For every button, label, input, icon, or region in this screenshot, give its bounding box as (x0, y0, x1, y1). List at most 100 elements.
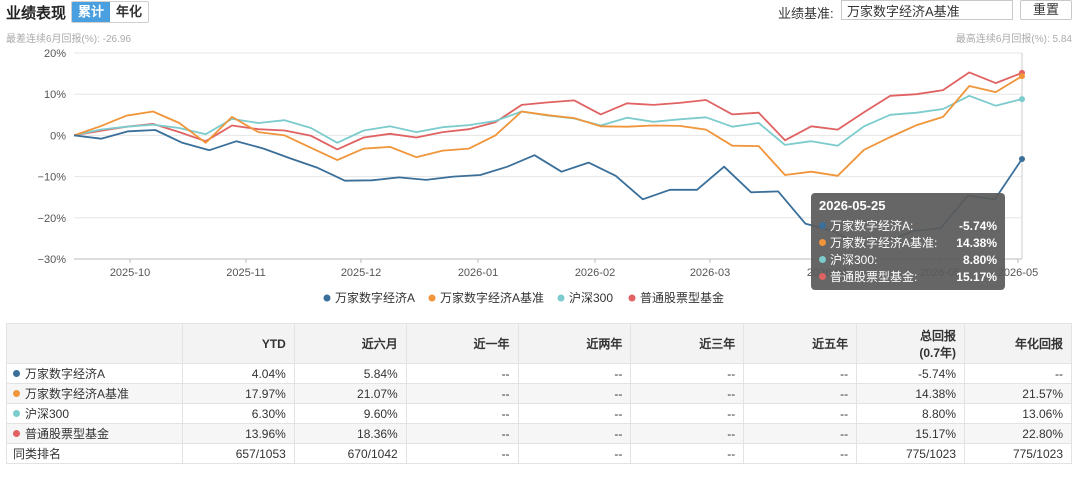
header-cell-2y: 近两年 (517, 323, 632, 364)
table-cell: 14.38% (856, 383, 966, 404)
legend-label: 普通股票型基金 (640, 290, 724, 305)
x-tick-label: 2026-01 (458, 267, 498, 279)
benchmark-input[interactable] (841, 0, 1013, 20)
tab-annualized[interactable]: 年化 (110, 2, 148, 22)
table-cell: 13.06% (964, 403, 1072, 424)
mode-tabs: 累计 年化 (71, 1, 149, 23)
row-name-label: 普通股票型基金 (25, 427, 110, 441)
performance-header: 业绩表现 累计 年化 业绩基准: 重置 (0, 0, 1080, 24)
header-cell-ytd: YTD (181, 323, 295, 364)
tooltip-date: 2026-05-25 (819, 198, 886, 213)
series-end-point (1019, 73, 1025, 80)
tooltip-series-name: 万家数字经济A基准: (830, 236, 938, 250)
series-dot (13, 370, 20, 378)
tab-cumulative[interactable]: 累计 (72, 2, 110, 22)
row-name-cell: 沪深300 (6, 403, 183, 424)
tooltip-dot (819, 239, 826, 246)
table-cell: 22.80% (964, 423, 1072, 444)
table-cell: -- (743, 363, 858, 384)
series-dot (13, 390, 20, 398)
tooltip-row: 万家数字经济A: -5.74% (819, 217, 997, 234)
table-row: 同类排名 657/1053 670/1042 -- -- -- -- 775/1023 775/… (6, 443, 1072, 464)
series-end-point (1019, 96, 1025, 103)
table-cell: -- (743, 403, 858, 424)
row-name-cell: 万家数字经济A (6, 363, 183, 384)
series-end-point (1019, 156, 1025, 163)
table-cell: -- (964, 363, 1072, 384)
row-name-cell: 普通股票型基金 (6, 423, 183, 444)
row-name-label: 万家数字经济A基准 (25, 387, 130, 401)
table-cell: -- (405, 423, 519, 444)
tooltip-dot (819, 222, 826, 229)
tooltip-series-name: 沪深300: (830, 253, 878, 267)
legend-label: 万家数字经济A (335, 290, 415, 305)
table-cell: -- (517, 383, 632, 404)
header-cell-6m: 近六月 (293, 323, 407, 364)
table-cell: 13.96% (181, 423, 295, 444)
y-tick-label: −10% (38, 172, 67, 184)
header-cell-name (6, 323, 183, 364)
performance-table: YTD 近六月 近一年 近两年 近三年 近五年 总回报 (0.7年) 年化回报 … (6, 323, 1072, 464)
tooltip-series-name: 普通股票型基金: (830, 270, 918, 284)
header-cell-1y: 近一年 (405, 323, 519, 364)
table-cell: 9.60% (293, 403, 407, 424)
tooltip-row: 普通股票型基金: 15.17% (819, 268, 997, 285)
series-line (73, 75, 1023, 177)
tooltip-series-name: 万家数字经济A: (830, 219, 914, 233)
chart-tooltip: 2026-05-25 万家数字经济A: -5.74% 万家数字经济A基准: 14… (811, 193, 1005, 290)
table-cell: -5.74% (856, 363, 966, 384)
row-name-label: 同类排名 (13, 447, 62, 461)
series-dot (13, 430, 20, 438)
table-cell: -- (517, 443, 632, 464)
section-title: 业绩表现 (6, 5, 67, 22)
reset-button[interactable]: 重置 (1020, 0, 1072, 20)
table-cell: -- (630, 403, 745, 424)
series-dot (13, 410, 20, 418)
x-tick-label: 2026-05 (998, 267, 1038, 279)
best-streak-text: 最高连续6月回报(%): 5.84 (955, 34, 1072, 45)
table-row: 万家数字经济A基准 17.97% 21.07% -- -- -- -- 14.38% 21.57… (6, 383, 1072, 404)
table-cell: 4.04% (181, 363, 295, 384)
x-tick-label: 2025-12 (341, 267, 381, 279)
table-row: 沪深300 6.30% 9.60% -- -- -- -- 8.80% 13.06% (6, 403, 1072, 424)
table-cell: 21.07% (293, 383, 407, 404)
tooltip-row: 沪深300: 8.80% (819, 251, 997, 268)
table-cell: -- (517, 403, 632, 424)
row-name-cell: 同类排名 (6, 443, 183, 464)
table-cell: 17.97% (181, 383, 295, 404)
worst-streak-text: 最差连续6月回报(%): -26.96 (6, 34, 132, 45)
table-row: 万家数字经济A 4.04% 5.84% -- -- -- -- -5.74% -- (6, 363, 1072, 384)
legend-label: 沪深300 (569, 291, 613, 305)
table-cell: -- (743, 383, 858, 404)
x-tick-label: 2025-10 (110, 267, 150, 279)
header-cell-3y: 近三年 (630, 323, 745, 364)
table-cell: 5.84% (293, 363, 407, 384)
legend-dot (323, 294, 331, 302)
header-cell-total: 总回报 (0.7年) (856, 323, 966, 364)
table-cell: -- (630, 363, 745, 384)
header-cell-annualized: 年化回报 (964, 323, 1072, 364)
y-tick-label: −30% (38, 254, 67, 266)
table-cell: -- (405, 363, 519, 384)
series-line (73, 71, 1023, 151)
table-cell: -- (405, 403, 519, 424)
x-tick-label: 2026-03 (690, 267, 730, 279)
legend-dot (428, 294, 436, 302)
table-cell: -- (630, 423, 745, 444)
table-row: 普通股票型基金 13.96% 18.36% -- -- -- -- 15.17% 22.80% (6, 423, 1072, 444)
table-cell: 775/1023 (856, 443, 966, 464)
tooltip-series-value: 8.80% (962, 252, 997, 267)
table-cell: 775/1023 (964, 443, 1072, 464)
tooltip-row: 万家数字经济A基准: 14.38% (819, 234, 997, 251)
tooltip-dot (819, 256, 826, 263)
legend-label: 万家数字经济A基准 (440, 290, 544, 305)
table-cell: 6.30% (181, 403, 295, 424)
row-name-cell: 万家数字经济A基准 (6, 383, 183, 404)
tooltip-series-value: 15.17% (956, 269, 997, 284)
legend-dot (628, 294, 636, 302)
table-cell: -- (630, 443, 745, 464)
table-header-row: YTD 近六月 近一年 近两年 近三年 近五年 总回报 (0.7年) 年化回报 (6, 323, 1072, 364)
y-tick-label: 10% (44, 89, 66, 101)
table-cell: -- (517, 363, 632, 384)
table-cell: 670/1042 (293, 443, 407, 464)
